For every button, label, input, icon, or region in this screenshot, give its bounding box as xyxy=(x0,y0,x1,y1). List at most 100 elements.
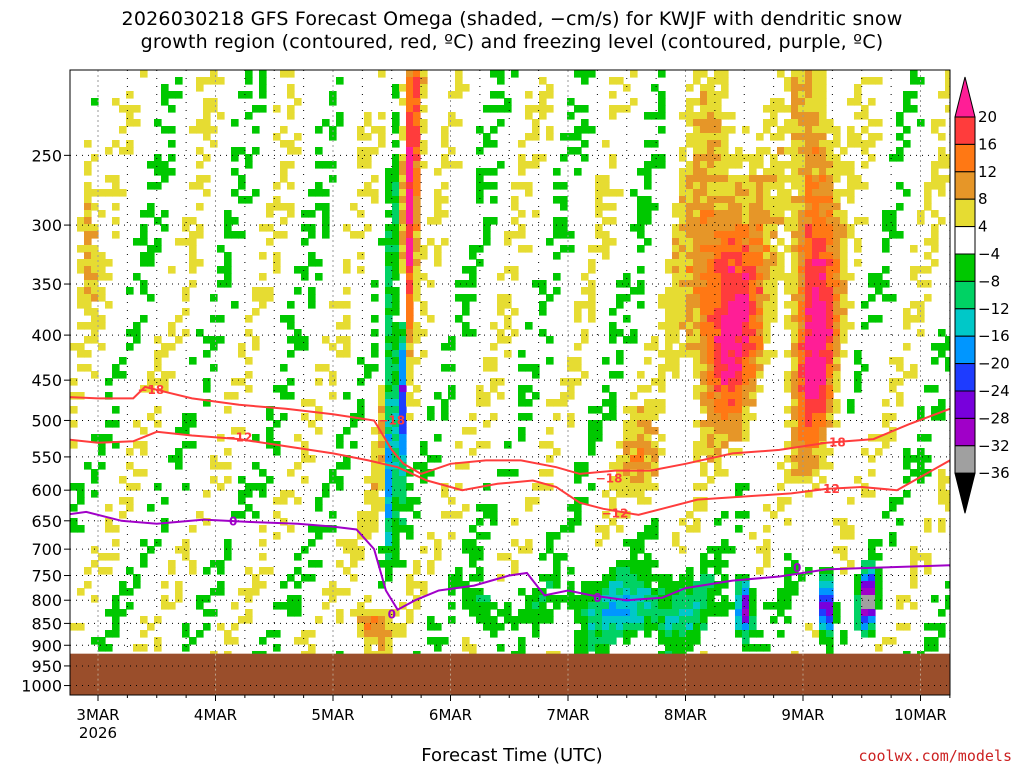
omega-cell xyxy=(147,504,155,512)
omega-cell xyxy=(441,490,449,498)
omega-cell xyxy=(455,441,463,449)
omega-cell xyxy=(777,133,785,141)
omega-cell xyxy=(672,371,680,379)
omega-cell xyxy=(840,567,848,575)
colorbar-band xyxy=(954,335,976,365)
omega-cell xyxy=(924,623,932,631)
omega-cell xyxy=(693,294,701,302)
omega-cell xyxy=(707,84,715,92)
omega-cell xyxy=(413,112,421,120)
omega-cell xyxy=(784,581,792,589)
omega-cell xyxy=(581,497,589,505)
omega-cell xyxy=(371,350,379,358)
omega-cell xyxy=(707,315,715,323)
omega-cell xyxy=(532,588,540,596)
omega-cell xyxy=(791,588,799,596)
omega-cell xyxy=(672,364,680,372)
omega-cell xyxy=(714,189,722,197)
omega-cell xyxy=(315,427,323,435)
omega-cell xyxy=(791,77,799,85)
omega-cell xyxy=(749,322,757,330)
omega-cell xyxy=(882,245,890,253)
omega-cell xyxy=(798,392,806,400)
omega-cell xyxy=(819,609,827,617)
omega-cell xyxy=(700,420,708,428)
omega-cell xyxy=(140,644,148,652)
omega-cell xyxy=(196,119,204,127)
omega-cell xyxy=(644,588,652,596)
omega-cell xyxy=(84,203,92,211)
omega-cell xyxy=(924,238,932,246)
omega-cell xyxy=(714,553,722,561)
omega-cell xyxy=(623,105,631,113)
omega-cell xyxy=(168,140,176,148)
omega-cell xyxy=(805,371,813,379)
omega-cell xyxy=(490,168,498,176)
omega-cell xyxy=(910,105,918,113)
omega-cell xyxy=(154,350,162,358)
omega-cell xyxy=(763,350,771,358)
omega-cell xyxy=(798,469,806,477)
omega-cell xyxy=(700,161,708,169)
omega-cell xyxy=(462,84,470,92)
omega-cell xyxy=(833,231,841,239)
omega-cell xyxy=(791,336,799,344)
omega-cell xyxy=(735,511,743,519)
colorbar-band xyxy=(954,226,976,255)
omega-cell xyxy=(91,231,99,239)
omega-cell xyxy=(175,455,183,463)
omega-cell xyxy=(392,623,400,631)
omega-cell xyxy=(322,217,330,225)
omega-cell xyxy=(469,413,477,421)
omega-cell xyxy=(665,343,673,351)
omega-cell xyxy=(532,595,540,603)
omega-cell xyxy=(308,455,316,463)
omega-cell xyxy=(392,511,400,519)
omega-cell xyxy=(637,567,645,575)
omega-cell xyxy=(826,623,834,631)
omega-cell xyxy=(413,196,421,204)
omega-cell xyxy=(357,231,365,239)
omega-cell xyxy=(420,126,428,134)
omega-cell xyxy=(350,539,358,547)
omega-cell xyxy=(385,448,393,456)
omega-cell xyxy=(322,119,330,127)
omega-cell xyxy=(392,532,400,540)
omega-cell xyxy=(616,441,624,449)
omega-cell xyxy=(686,315,694,323)
omega-cell xyxy=(154,637,162,645)
omega-cell xyxy=(707,308,715,316)
omega-cell xyxy=(889,154,897,162)
omega-cell xyxy=(469,560,477,568)
omega-cell xyxy=(840,231,848,239)
omega-cell xyxy=(686,210,694,218)
omega-cell xyxy=(392,301,400,309)
omega-cell xyxy=(238,350,246,358)
omega-cell xyxy=(455,483,463,491)
omega-cell xyxy=(609,483,617,491)
omega-cell xyxy=(357,378,365,386)
omega-cell xyxy=(798,91,806,99)
omega-cell xyxy=(602,644,610,652)
omega-cell xyxy=(182,217,190,225)
omega-cell xyxy=(98,553,106,561)
omega-cell xyxy=(798,196,806,204)
omega-cell xyxy=(805,329,813,337)
contour-label: −18 xyxy=(378,413,405,427)
omega-cell xyxy=(280,497,288,505)
omega-cell xyxy=(756,630,764,638)
omega-cell xyxy=(693,630,701,638)
omega-cell xyxy=(693,315,701,323)
omega-cell xyxy=(420,546,428,554)
omega-cell xyxy=(840,294,848,302)
omega-cell xyxy=(714,462,722,470)
omega-cell xyxy=(763,287,771,295)
omega-cell xyxy=(812,455,820,463)
omega-cell xyxy=(791,399,799,407)
omega-cell xyxy=(889,294,897,302)
omega-cell xyxy=(735,224,743,232)
omega-cell xyxy=(742,252,750,260)
omega-cell xyxy=(791,119,799,127)
omega-cell xyxy=(875,287,883,295)
omega-cell xyxy=(686,588,694,596)
